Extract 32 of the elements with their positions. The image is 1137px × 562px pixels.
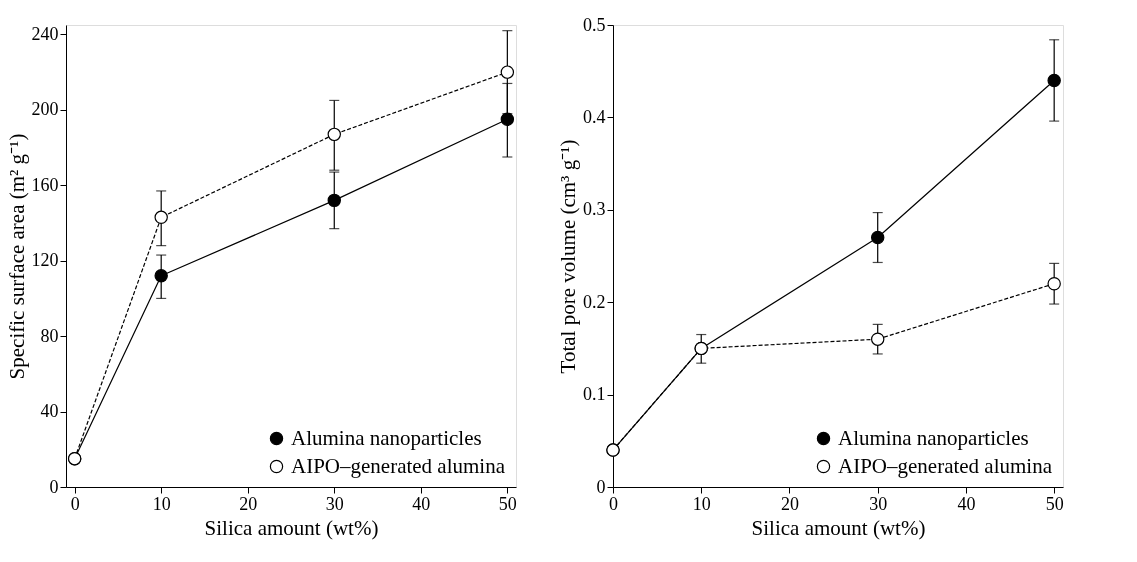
y-tick-label: 160 [31, 174, 59, 195]
y-tick-label: 0.4 [583, 106, 606, 127]
y-tick-label: 240 [31, 23, 59, 44]
y-tick-label: 0.2 [583, 291, 606, 312]
y-tick-label: 0.1 [583, 384, 606, 405]
x-tick-label: 20 [780, 493, 799, 514]
x-tick-label: 50 [1045, 493, 1064, 514]
x-tick-label: 40 [957, 493, 976, 514]
x-tick-label: 30 [325, 493, 344, 514]
y-tick-label: 200 [31, 99, 59, 120]
legend-label: Alumina nanoparticles [838, 425, 1029, 450]
y-tick-label: 0 [596, 476, 606, 497]
x-tick-label: 10 [152, 493, 171, 514]
y-tick-label: 0 [49, 476, 59, 497]
x-tick-label: 0 [70, 493, 80, 514]
y-axis-title: Total pore volume (cm³ g⁻¹) [556, 139, 580, 374]
y-tick-label: 80 [40, 325, 59, 346]
x-tick-label: 30 [869, 493, 888, 514]
y-tick-label: 0.3 [583, 199, 606, 220]
x-tick-label: 20 [239, 493, 258, 514]
x-tick-label: 10 [692, 493, 711, 514]
legend-label: AIPO–generated alumina [838, 453, 1053, 478]
y-tick-label: 40 [40, 401, 59, 422]
x-tick-label: 50 [498, 493, 517, 514]
y-axis-title: Specific surface area (m² g⁻¹) [4, 133, 29, 380]
y-tick-label: 120 [31, 250, 59, 271]
y-tick-label: 0.5 [583, 14, 606, 35]
x-axis-title: Silica amount (wt%) [751, 515, 926, 540]
legend-label: Alumina nanoparticles [291, 425, 482, 450]
x-axis-title: Silica amount (wt%) [204, 515, 379, 540]
x-tick-label: 40 [412, 493, 431, 514]
legend-label: AIPO–generated alumina [291, 453, 506, 478]
